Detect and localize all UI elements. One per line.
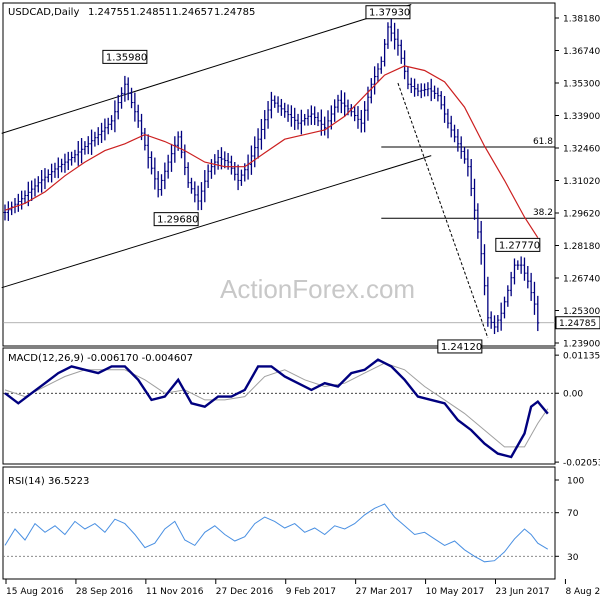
watermark: ActionForex.com — [220, 274, 415, 304]
x-tick-label: 10 May 2017 — [426, 587, 485, 597]
swing-label-box — [437, 339, 483, 354]
macd-panel-frame — [2, 347, 556, 465]
x-tick-label: 27 Mar 2017 — [356, 587, 413, 597]
x-tick-label: 23 Jun 2017 — [496, 587, 550, 597]
rsi-panel: 100 70 30 — [3, 477, 584, 563]
macd-y-tick-label: 0.011355 — [563, 352, 600, 362]
rsi-line — [4, 503, 549, 563]
main-panel: 1.38180 1.36740 1.35300 1.33900 1.32460 1.310… — [1, 4, 600, 354]
moving-average-line — [4, 65, 539, 239]
symbol-label: USDCAD,Daily — [8, 7, 79, 18]
x-tick-label: 15 Aug 2016 — [6, 587, 64, 597]
swing-label-box — [102, 49, 148, 64]
rsi-panel-frame — [2, 466, 556, 580]
x-axis: 15 Aug 2016 28 Sep 2016 11 Nov 2016 27 Dec … — [5, 579, 600, 597]
ohlc-open: 1.24755 — [88, 7, 129, 18]
current-price-box — [555, 316, 600, 330]
y-tick-label: 1.25300 — [563, 307, 600, 317]
rsi-y-tick-label: 70 — [567, 509, 579, 519]
ohlc-close: 1.24785 — [214, 7, 255, 18]
x-tick-label: 8 Aug 2017 — [565, 587, 600, 597]
macd-panel: 0.011355 0.00 -0.020531 — [3, 352, 600, 469]
swing-label: 1.27770 — [499, 240, 540, 251]
y-tick-label: 1.38180 — [563, 15, 600, 25]
swing-label: 1.24120 — [441, 342, 482, 353]
x-tick-label: 11 Nov 2016 — [146, 587, 204, 597]
swing-label-box — [495, 237, 541, 252]
y-tick-label: 1.36740 — [563, 47, 600, 57]
macd-signal-line — [4, 362, 549, 448]
rsi-y-tick-label: 100 — [567, 477, 584, 487]
swing-label-box — [365, 5, 411, 20]
x-tick-label: 9 Feb 2017 — [286, 587, 336, 597]
swing-label-box — [153, 212, 199, 227]
dashed-trend-line — [397, 82, 489, 339]
fib-level-label: 61.8 — [533, 137, 553, 147]
channel-lower-line — [1, 155, 432, 289]
y-tick-label: 1.23900 — [563, 340, 600, 350]
macd-y-tick-label: 0.00 — [563, 390, 583, 400]
macd-y-tick-label: -0.020531 — [563, 459, 600, 469]
current-price-label: 1.24785 — [559, 319, 596, 329]
macd-label: MACD(12,26,9) -0.006170 -0.004607 — [8, 353, 193, 364]
rsi-y-tick-label: 30 — [567, 553, 579, 563]
ohlc-low: 1.24657 — [172, 7, 213, 18]
main-panel-frame — [2, 2, 556, 347]
y-tick-label: 1.29620 — [563, 210, 600, 220]
y-tick-label: 1.33900 — [563, 112, 600, 122]
fib-level-label: 38.2 — [533, 208, 553, 218]
y-tick-label: 1.35300 — [563, 80, 600, 90]
swing-label: 1.35980 — [106, 52, 147, 63]
y-tick-label: 1.28180 — [563, 242, 600, 252]
rsi-label: RSI(14) 36.5223 — [8, 476, 89, 487]
swing-label: 1.29680 — [157, 215, 198, 226]
y-tick-label: 1.26740 — [563, 275, 600, 285]
y-tick-label: 1.32460 — [563, 145, 600, 155]
swing-label: 1.37930 — [369, 8, 410, 19]
macd-line — [4, 358, 549, 459]
channel-upper-line — [1, 4, 412, 134]
x-tick-label: 27 Dec 2016 — [216, 587, 274, 597]
ohlc-high: 1.24851 — [130, 7, 171, 18]
y-tick-label: 1.31020 — [563, 177, 600, 187]
x-tick-label: 28 Sep 2016 — [76, 587, 133, 597]
